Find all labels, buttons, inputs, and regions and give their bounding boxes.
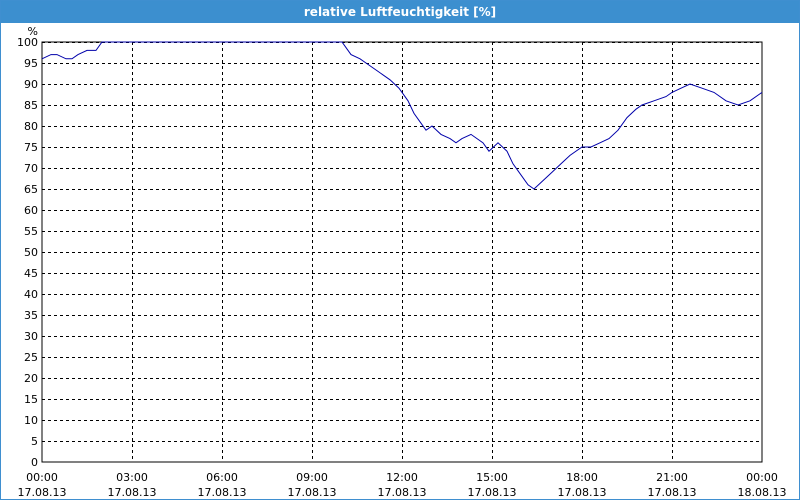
x-tick-date: 17.08.13 bbox=[648, 486, 697, 499]
y-tick-label: 40 bbox=[24, 288, 38, 301]
y-tick-label: 65 bbox=[24, 183, 38, 196]
x-tick-date: 18.08.13 bbox=[738, 486, 787, 499]
y-tick-label: 20 bbox=[24, 372, 38, 385]
y-tick-label: 90 bbox=[24, 78, 38, 91]
x-tick-time: 03:00 bbox=[116, 471, 148, 484]
y-tick-label: 0 bbox=[31, 456, 38, 469]
x-tick-date: 17.08.13 bbox=[198, 486, 247, 499]
x-tick-time: 15:00 bbox=[476, 471, 508, 484]
x-tick-time: 18:00 bbox=[566, 471, 598, 484]
y-tick-label: 55 bbox=[24, 225, 38, 238]
humidity-series-line bbox=[41, 41, 763, 190]
y-tick-label: 60 bbox=[24, 204, 38, 217]
y-tick-label: 75 bbox=[24, 141, 38, 154]
x-tick-date: 17.08.13 bbox=[288, 486, 337, 499]
y-tick-label: 45 bbox=[24, 267, 38, 280]
y-tick-label: 30 bbox=[24, 330, 38, 343]
y-axis-label: % bbox=[28, 25, 38, 38]
x-tick-time: 09:00 bbox=[296, 471, 328, 484]
x-tick-date: 17.08.13 bbox=[558, 486, 607, 499]
y-tick-label: 80 bbox=[24, 120, 38, 133]
x-tick-time: 00:00 bbox=[26, 471, 58, 484]
x-tick-date: 17.08.13 bbox=[468, 486, 517, 499]
y-tick-label: 85 bbox=[24, 99, 38, 112]
x-tick-date: 17.08.13 bbox=[108, 486, 157, 499]
x-tick-time: 21:00 bbox=[656, 471, 688, 484]
y-tick-label: 5 bbox=[31, 435, 38, 448]
chart-title: relative Luftfeuchtigkeit [%] bbox=[1, 1, 799, 23]
x-tick-date: 17.08.13 bbox=[378, 486, 427, 499]
y-tick-label: 95 bbox=[24, 57, 38, 70]
y-tick-label: 15 bbox=[24, 393, 38, 406]
y-tick-label: 10 bbox=[24, 414, 38, 427]
y-tick-label: 100 bbox=[17, 36, 38, 49]
x-tick-time: 06:00 bbox=[206, 471, 238, 484]
x-tick-time: 12:00 bbox=[386, 471, 418, 484]
y-tick-label: 70 bbox=[24, 162, 38, 175]
y-tick-label: 25 bbox=[24, 351, 38, 364]
y-tick-label: 35 bbox=[24, 309, 38, 322]
x-tick-date: 17.08.13 bbox=[18, 486, 67, 499]
x-tick-time: 00:00 bbox=[746, 471, 778, 484]
y-tick-label: 50 bbox=[24, 246, 38, 259]
